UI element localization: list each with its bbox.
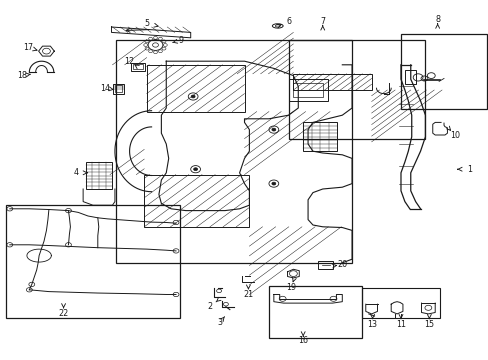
Polygon shape bbox=[273, 294, 342, 303]
Text: 3: 3 bbox=[217, 318, 222, 327]
Text: 7: 7 bbox=[320, 17, 325, 26]
Bar bbox=[400, 34, 486, 109]
Bar bbox=[293, 83, 322, 97]
Bar bbox=[115, 85, 122, 92]
Bar bbox=[303, 122, 337, 151]
Bar bbox=[293, 74, 371, 90]
Bar bbox=[144, 175, 249, 227]
Circle shape bbox=[193, 168, 197, 171]
Bar bbox=[6, 205, 180, 318]
Text: 18: 18 bbox=[17, 71, 27, 80]
Text: 1: 1 bbox=[466, 165, 471, 174]
Text: 4: 4 bbox=[73, 168, 78, 177]
Text: 16: 16 bbox=[298, 336, 307, 345]
Bar bbox=[85, 162, 112, 189]
Bar bbox=[361, 288, 439, 318]
Bar bbox=[288, 40, 425, 139]
Text: 17: 17 bbox=[23, 43, 33, 52]
Bar bbox=[113, 84, 124, 94]
Bar bbox=[268, 286, 361, 338]
Bar bbox=[133, 64, 142, 69]
Text: 13: 13 bbox=[367, 320, 377, 329]
Circle shape bbox=[271, 182, 275, 185]
Text: 5: 5 bbox=[144, 19, 149, 28]
Bar bbox=[288, 79, 327, 101]
Text: 14: 14 bbox=[100, 84, 110, 93]
Polygon shape bbox=[111, 27, 190, 38]
Text: 21: 21 bbox=[243, 290, 253, 299]
Text: 8: 8 bbox=[434, 15, 439, 24]
Bar bbox=[404, 70, 415, 84]
Circle shape bbox=[191, 95, 195, 98]
Text: 2: 2 bbox=[207, 302, 212, 311]
Bar bbox=[317, 261, 333, 269]
Text: 6: 6 bbox=[285, 17, 290, 26]
Bar bbox=[116, 40, 351, 263]
Bar bbox=[131, 63, 144, 71]
Text: 9: 9 bbox=[178, 36, 183, 45]
Text: 15: 15 bbox=[424, 320, 433, 329]
Text: 10: 10 bbox=[449, 130, 459, 139]
Circle shape bbox=[271, 128, 275, 131]
Text: 12: 12 bbox=[124, 57, 134, 66]
Text: 20: 20 bbox=[337, 260, 346, 269]
Bar bbox=[146, 65, 244, 112]
Text: 19: 19 bbox=[285, 284, 295, 292]
Text: 22: 22 bbox=[59, 309, 68, 318]
Text: 11: 11 bbox=[395, 320, 405, 329]
